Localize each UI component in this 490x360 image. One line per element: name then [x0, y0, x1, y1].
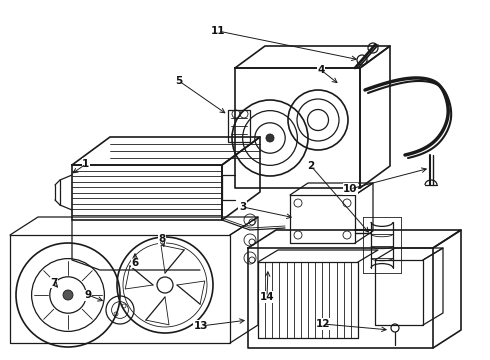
- Text: 9: 9: [85, 290, 92, 300]
- Text: 2: 2: [308, 161, 315, 171]
- Text: 5: 5: [175, 76, 182, 86]
- Circle shape: [266, 134, 274, 142]
- Text: 13: 13: [194, 321, 208, 331]
- Text: 10: 10: [343, 184, 358, 194]
- Text: 12: 12: [316, 319, 331, 329]
- Text: 7: 7: [50, 278, 58, 288]
- Text: 1: 1: [82, 159, 89, 169]
- Text: 4: 4: [317, 65, 325, 75]
- Text: 6: 6: [131, 258, 138, 268]
- Bar: [228, 110, 250, 142]
- Text: 8: 8: [158, 234, 165, 244]
- Circle shape: [63, 290, 73, 300]
- Text: 14: 14: [260, 292, 274, 302]
- Text: 11: 11: [211, 26, 225, 36]
- Text: 3: 3: [239, 202, 246, 212]
